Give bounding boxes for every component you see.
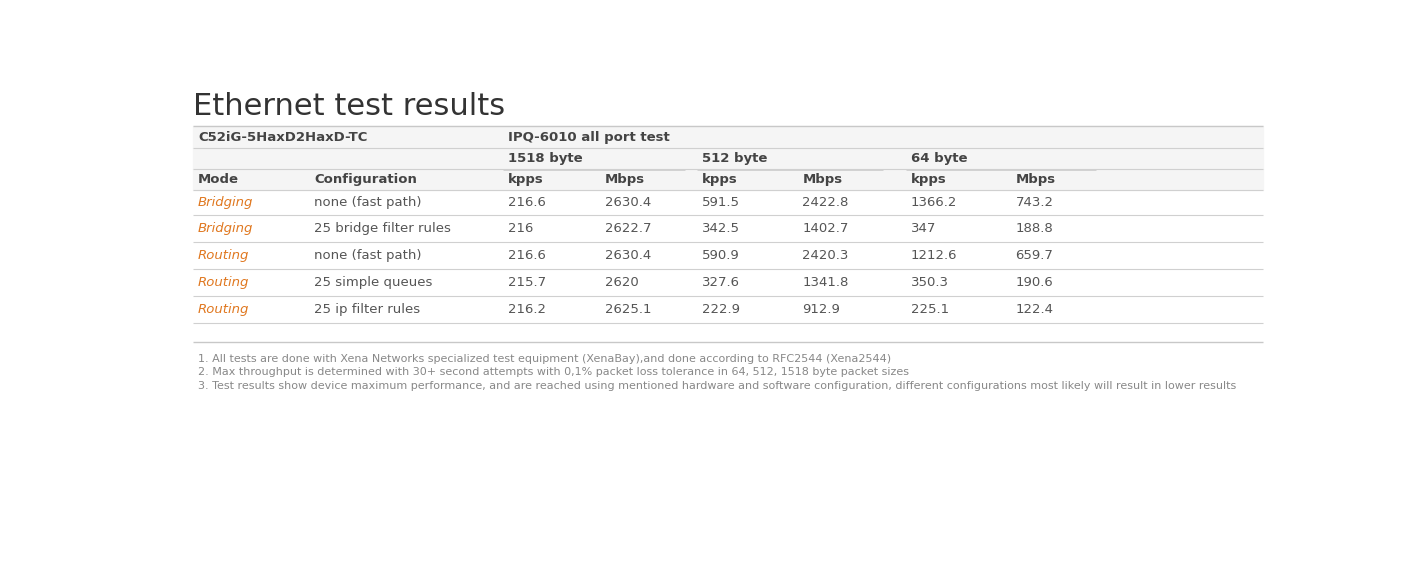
Text: 225.1: 225.1 (912, 303, 948, 316)
Text: 216.6: 216.6 (508, 196, 546, 209)
Text: 25 ip filter rules: 25 ip filter rules (314, 303, 421, 316)
Text: Mode: Mode (198, 173, 239, 186)
Text: 1366.2: 1366.2 (912, 196, 957, 209)
Text: 1402.7: 1402.7 (802, 222, 849, 235)
Text: 2630.4: 2630.4 (604, 196, 651, 209)
Text: 350.3: 350.3 (912, 276, 948, 289)
Text: none (fast path): none (fast path) (314, 196, 422, 209)
Text: 216: 216 (508, 222, 533, 235)
Text: 216.6: 216.6 (508, 249, 546, 262)
Text: 122.4: 122.4 (1015, 303, 1054, 316)
Text: 591.5: 591.5 (701, 196, 739, 209)
Text: Configuration: Configuration (314, 173, 417, 186)
Text: 512 byte: 512 byte (701, 152, 766, 165)
Text: Bridging: Bridging (198, 222, 253, 235)
Text: 3. Test results show device maximum performance, and are reached using mentioned: 3. Test results show device maximum perf… (198, 381, 1236, 391)
Text: kpps: kpps (912, 173, 947, 186)
Text: Bridging: Bridging (198, 196, 253, 209)
Text: 342.5: 342.5 (701, 222, 739, 235)
Text: Ethernet test results: Ethernet test results (193, 92, 505, 121)
Text: Mbps: Mbps (1015, 173, 1055, 186)
Text: kpps: kpps (701, 173, 738, 186)
Text: 188.8: 188.8 (1015, 222, 1054, 235)
Text: 190.6: 190.6 (1015, 276, 1054, 289)
Text: Mbps: Mbps (604, 173, 646, 186)
Text: 2625.1: 2625.1 (604, 303, 651, 316)
Text: 1. All tests are done with Xena Networks specialized test equipment (XenaBay),an: 1. All tests are done with Xena Networks… (198, 354, 892, 363)
Text: 2422.8: 2422.8 (802, 196, 849, 209)
Text: C52iG-5HaxD2HaxD-TC: C52iG-5HaxD2HaxD-TC (198, 131, 367, 144)
Text: 2622.7: 2622.7 (604, 222, 651, 235)
Text: 2. Max throughput is determined with 30+ second attempts with 0,1% packet loss t: 2. Max throughput is determined with 30+… (198, 367, 909, 378)
Text: Routing: Routing (198, 303, 249, 316)
Text: Routing: Routing (198, 249, 249, 262)
Text: 1518 byte: 1518 byte (508, 152, 583, 165)
Text: 2620: 2620 (604, 276, 638, 289)
Text: 2420.3: 2420.3 (802, 249, 849, 262)
Text: 1212.6: 1212.6 (912, 249, 957, 262)
Text: 2630.4: 2630.4 (604, 249, 651, 262)
Text: 659.7: 659.7 (1015, 249, 1054, 262)
Text: 216.2: 216.2 (508, 303, 546, 316)
Text: 743.2: 743.2 (1015, 196, 1054, 209)
Text: 590.9: 590.9 (701, 249, 739, 262)
Text: 1341.8: 1341.8 (802, 276, 849, 289)
Text: 222.9: 222.9 (701, 303, 739, 316)
Text: IPQ-6010 all port test: IPQ-6010 all port test (508, 131, 670, 144)
Text: 64 byte: 64 byte (912, 152, 967, 165)
Text: kpps: kpps (508, 173, 543, 186)
Text: 912.9: 912.9 (802, 303, 840, 316)
Text: none (fast path): none (fast path) (314, 249, 422, 262)
Text: 215.7: 215.7 (508, 276, 546, 289)
Text: 25 simple queues: 25 simple queues (314, 276, 432, 289)
Text: 347: 347 (912, 222, 936, 235)
Text: Routing: Routing (198, 276, 249, 289)
Text: 327.6: 327.6 (701, 276, 739, 289)
Text: 25 bridge filter rules: 25 bridge filter rules (314, 222, 451, 235)
Text: Mbps: Mbps (802, 173, 842, 186)
